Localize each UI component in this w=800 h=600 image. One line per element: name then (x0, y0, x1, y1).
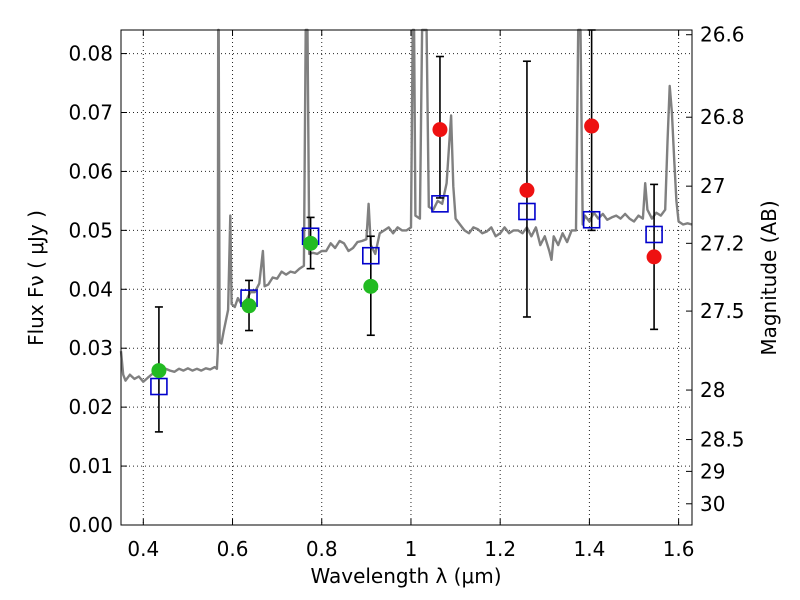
y-axis-label: Flux Fν ( μJy ) (24, 210, 48, 346)
plot-frame (120, 29, 693, 526)
y-tick-label: 0.02 (68, 395, 113, 419)
y-tick-label: 0.03 (68, 336, 113, 360)
y-tick-label: 0.07 (68, 101, 113, 125)
y-tick-label: 0.00 (68, 513, 113, 537)
x-tick-label: 1.2 (484, 537, 516, 561)
ticks-layer (121, 30, 692, 526)
model-square-marker (518, 202, 536, 221)
x-tick-label: 1 (405, 537, 418, 561)
x-tick-label: 0.6 (217, 537, 249, 561)
right-tick-label: 30 (700, 492, 725, 516)
right-tick-label: 29 (700, 459, 725, 483)
right-tick-label: 28.5 (700, 428, 745, 452)
model-square-marker (362, 246, 380, 265)
x-tick-label: 1.4 (573, 537, 605, 561)
y-tick-label: 0.04 (68, 277, 113, 301)
spectrum-layer (119, 28, 693, 383)
measured-point (432, 122, 448, 138)
measured-points-layer (151, 118, 662, 379)
model-square-marker (150, 377, 168, 396)
model-square-marker (645, 225, 663, 244)
right-tick-label: 26.6 (700, 23, 745, 47)
y-tick-label: 0.08 (68, 42, 113, 66)
model-square-marker (582, 210, 601, 229)
spectrum-line (119, 28, 693, 383)
right-axis-label: Magnitude (AB) (757, 200, 781, 355)
right-tick-label: 26.8 (700, 105, 745, 129)
measured-point (241, 298, 257, 314)
right-tick-label: 27.2 (700, 231, 745, 255)
measured-point (303, 235, 319, 251)
measured-point (151, 363, 167, 379)
right-tick-label: 27 (700, 174, 725, 198)
model-square-marker (431, 195, 449, 213)
tick-labels-layer: 0.4 0.6 0.8 1 1.2 1.4 1.6 0.00 0.01 0.02 0.03 0.04 0… (68, 23, 744, 561)
measured-point (519, 182, 535, 198)
y-tick-label: 0.06 (68, 159, 113, 183)
y-tick-label: 0.05 (68, 218, 113, 242)
right-tick-label: 27.5 (700, 299, 745, 323)
x-tick-label: 0.4 (127, 537, 159, 561)
measured-point (584, 118, 600, 134)
x-axis-label: Wavelength λ (μm) (310, 564, 501, 588)
y-tick-label: 0.01 (68, 454, 113, 478)
measured-point (646, 249, 662, 265)
x-tick-label: 1.6 (663, 537, 695, 561)
right-tick-label: 28 (700, 378, 725, 402)
grid (121, 30, 692, 525)
x-tick-label: 0.8 (306, 537, 338, 561)
measured-point (363, 278, 379, 294)
